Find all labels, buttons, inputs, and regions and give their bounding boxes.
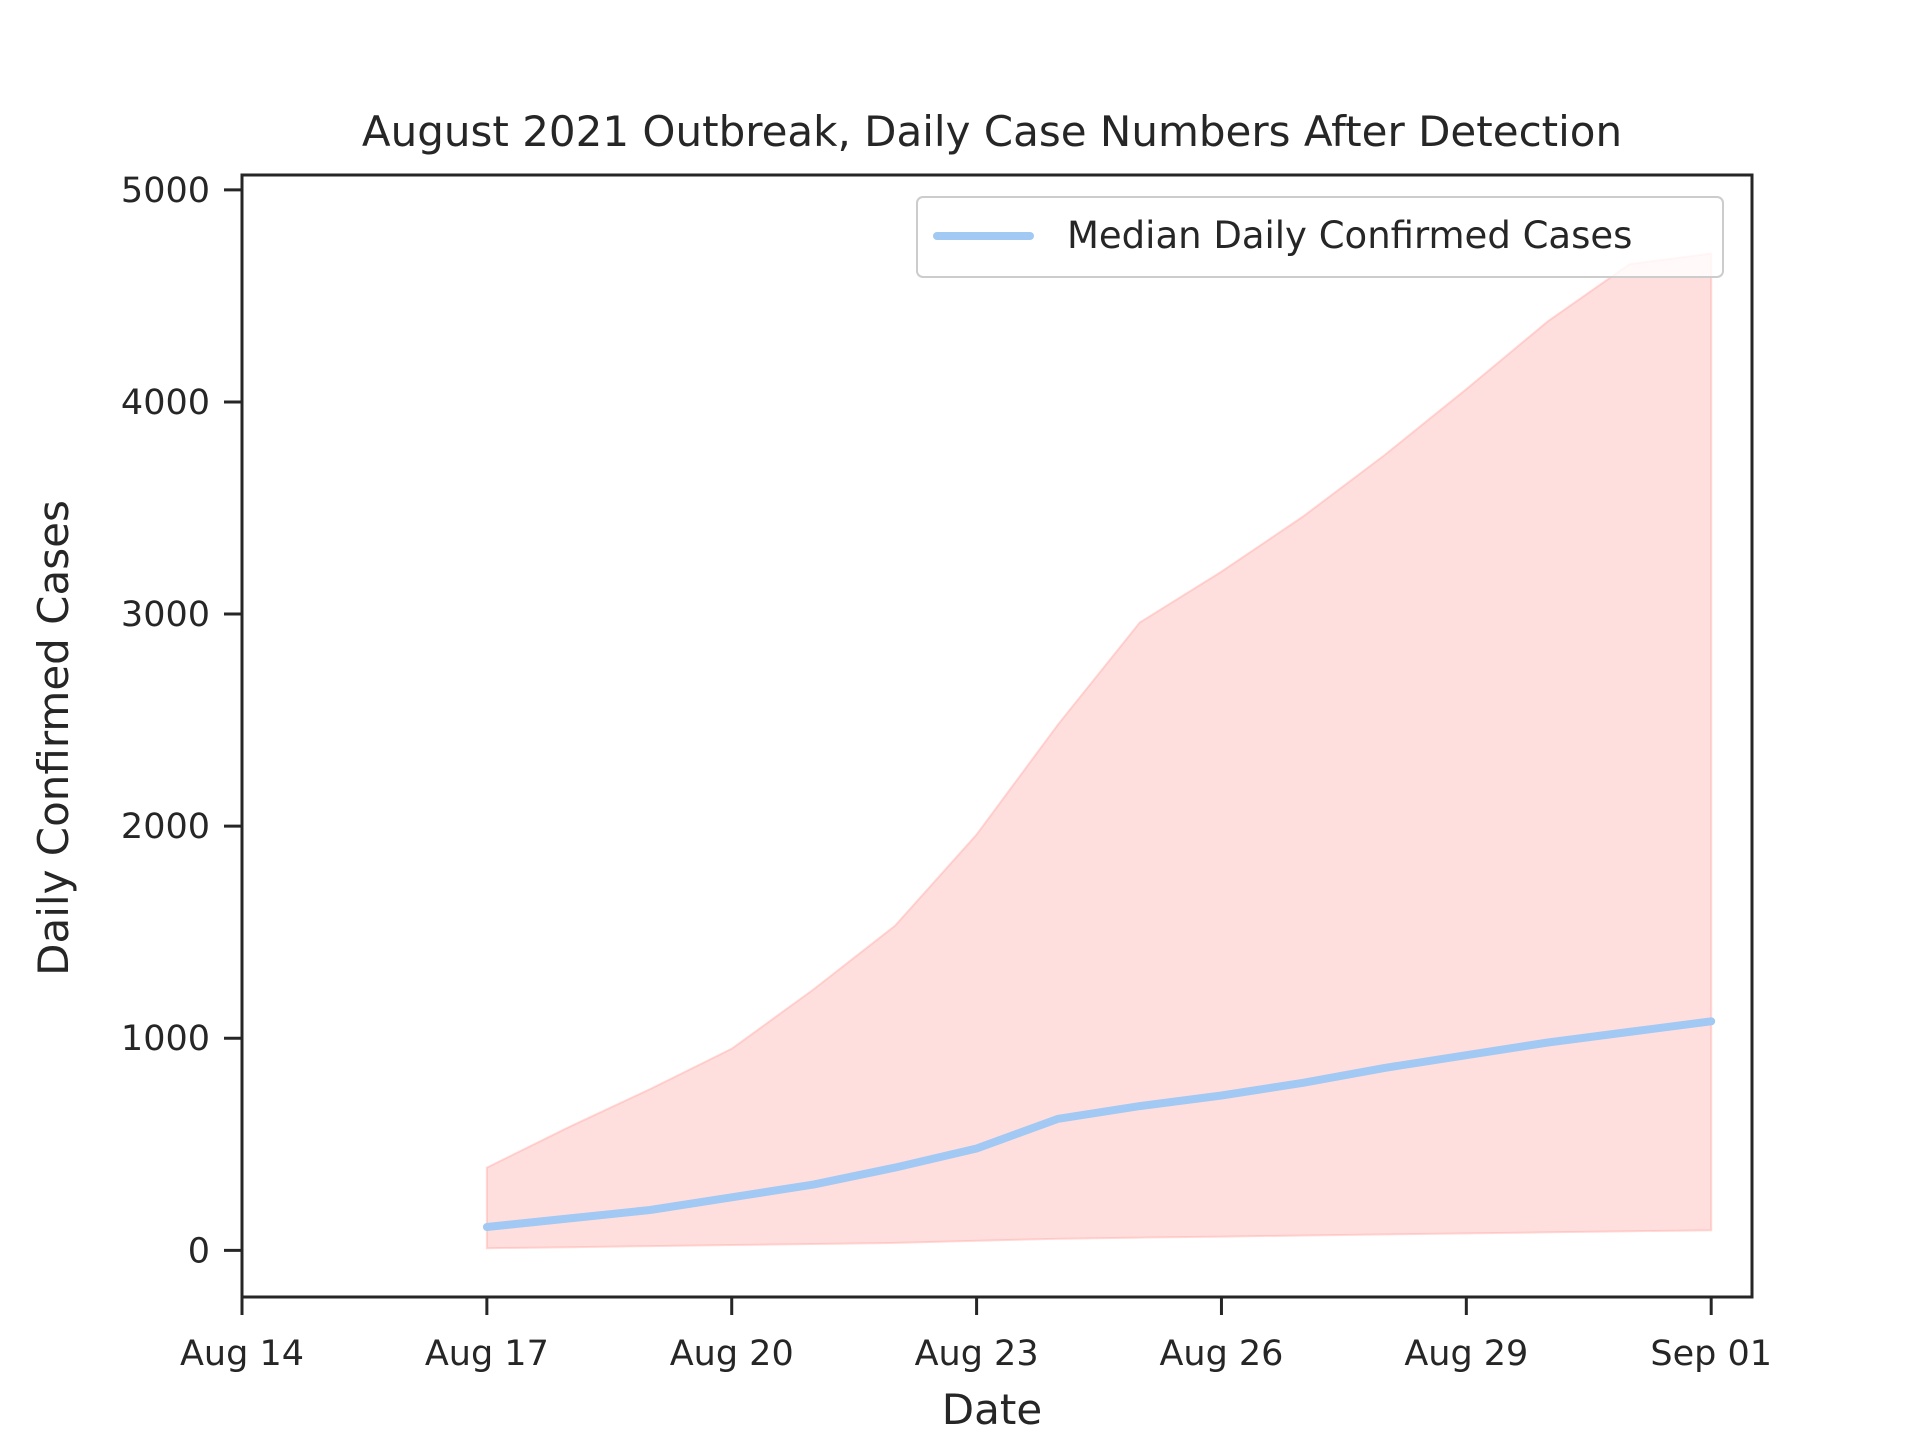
legend-box [916,196,1724,278]
confidence-band [485,252,1713,1250]
x-axis-label: Date [942,1385,1042,1434]
x-tick-label: Aug 26 [1159,1334,1283,1374]
y-axis: 0 1000 2000 3000 4000 5000 [121,171,242,1271]
x-tick-label: Aug 23 [915,1334,1039,1374]
y-tick-label: 1000 [121,1019,210,1059]
x-tick-label: Aug 17 [425,1334,549,1374]
y-axis-label: Daily Confirmed Cases [29,500,78,976]
x-axis: Aug 14 Aug 17 Aug 20 Aug 23 Aug 26 Aug 29 Sep … [180,1297,1772,1374]
y-tick-label: 4000 [121,383,210,423]
plot-frame [240,173,1754,1299]
y-tick-label: 2000 [121,807,210,847]
legend-label: Median Daily Confirmed Cases [1067,214,1632,257]
y-tick-label: 5000 [121,171,210,211]
plot-area [482,252,1716,1250]
x-tick-label: Sep 01 [1650,1334,1772,1374]
median-line [482,1017,1716,1231]
legend: Median Daily Confirmed Cases [916,196,1724,278]
x-tick-label: Aug 20 [670,1334,794,1374]
x-tick-label: Aug 14 [180,1334,304,1374]
x-tick-label: Aug 29 [1404,1334,1528,1374]
y-tick-label: 0 [188,1231,210,1271]
y-tick-label: 3000 [121,595,210,635]
chart-title: August 2021 Outbreak, Daily Case Numbers… [362,107,1622,156]
